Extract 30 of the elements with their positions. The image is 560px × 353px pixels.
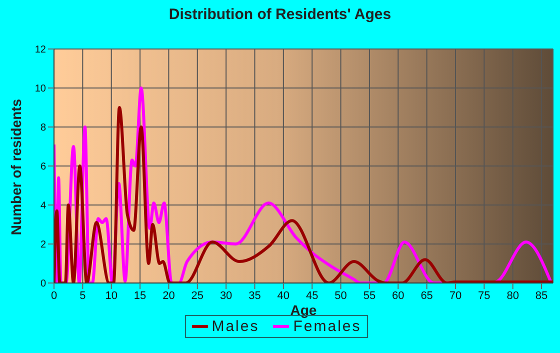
legend-label: Males <box>210 318 260 335</box>
y-tick-label: 6 <box>40 162 46 173</box>
y-tick-label: 4 <box>40 200 46 212</box>
legend-label: Females <box>292 318 362 335</box>
x-tick-label: 20 <box>162 290 175 302</box>
x-tick-label: 80 <box>506 290 519 302</box>
x-tick-label: 65 <box>420 290 433 302</box>
x-tick-label: 45 <box>306 290 318 302</box>
x-tick-label: 5 <box>80 290 86 302</box>
chart-title: Distribution of Residents' Ages <box>168 6 392 23</box>
x-tick-label: 30 <box>220 290 232 302</box>
x-tick-label: 40 <box>277 290 290 302</box>
x-tick-label: 85 <box>535 290 548 302</box>
x-axis-title: Age <box>289 302 318 318</box>
x-tick-label: 0 <box>50 290 58 302</box>
x-tick-label: 75 <box>478 290 490 302</box>
x-tick-label: 55 <box>363 290 376 302</box>
y-tick-label: 10 <box>34 84 46 95</box>
y-axis-title: Number of residents <box>8 98 24 236</box>
y-tick-label: 12 <box>34 44 46 56</box>
x-tick-label: 10 <box>105 290 118 302</box>
y-tick-label: 8 <box>40 122 46 134</box>
x-tick-label: 35 <box>248 290 261 302</box>
x-tick-label: 70 <box>449 290 462 302</box>
y-tick-label: 2 <box>40 240 46 251</box>
x-tick-label: 15 <box>134 290 146 302</box>
x-tick-label: 60 <box>392 290 404 302</box>
x-tick-label: 50 <box>334 290 347 302</box>
y-tick-label: 0 <box>40 278 46 290</box>
x-tick-label: 25 <box>191 290 204 302</box>
